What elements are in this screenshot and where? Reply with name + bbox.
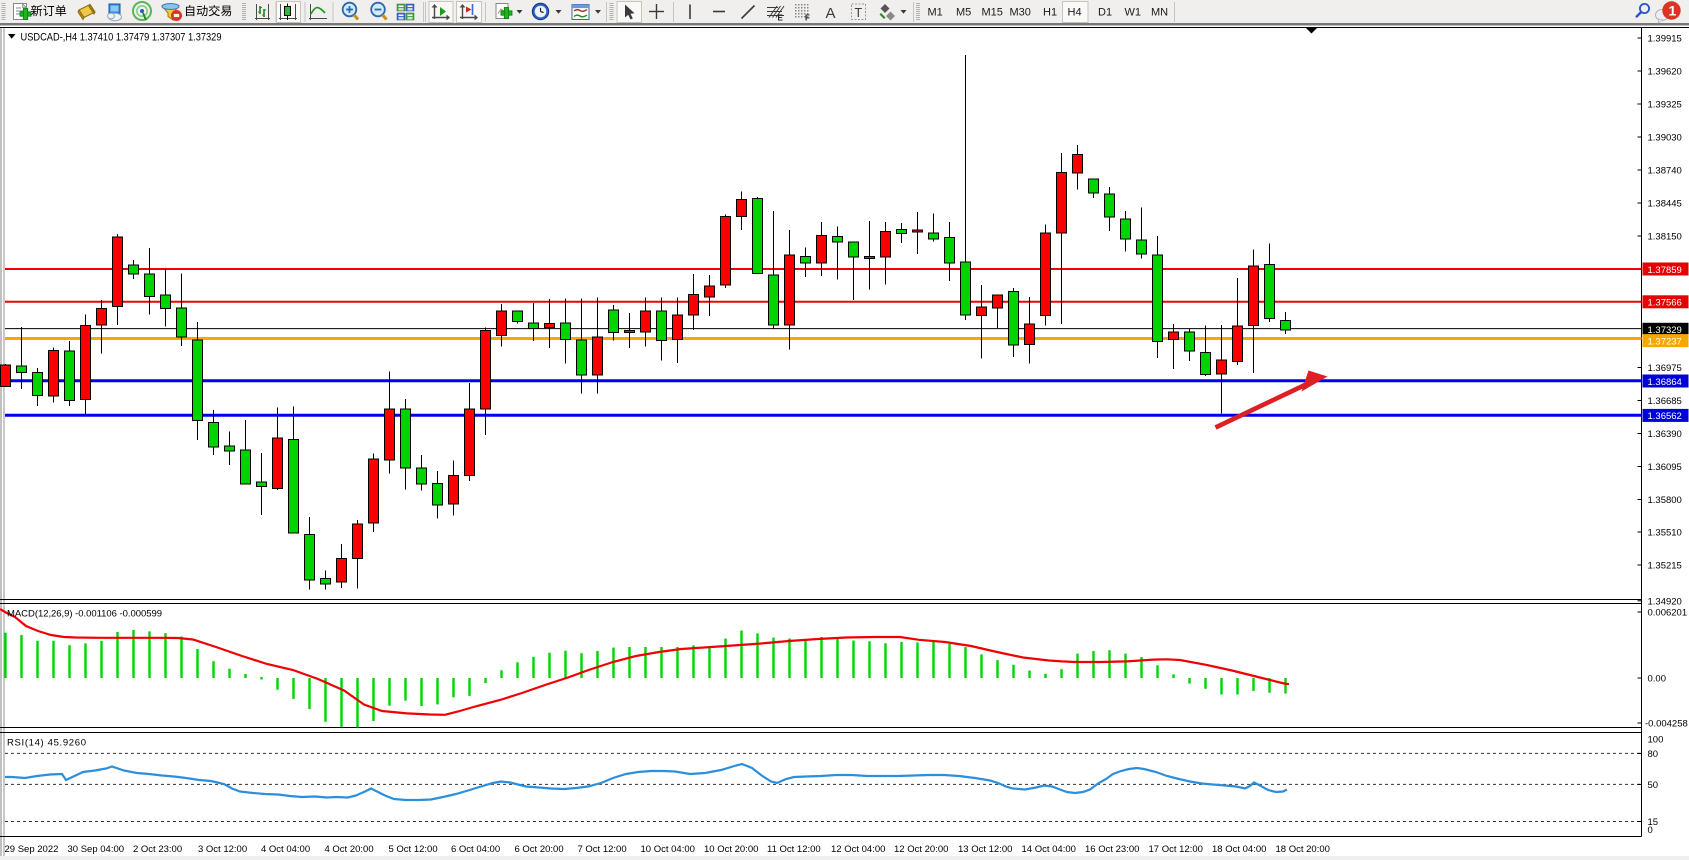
svg-text:T: T: [855, 6, 863, 20]
svg-text:3 Oct 12:00: 3 Oct 12:00: [198, 844, 247, 855]
svg-text:6 Oct 20:00: 6 Oct 20:00: [515, 844, 564, 855]
svg-text:1.36975: 1.36975: [1648, 363, 1682, 374]
svg-text:100: 100: [1648, 735, 1664, 746]
svg-text:30 Sep 04:00: 30 Sep 04:00: [68, 844, 125, 855]
svg-text:0.00: 0.00: [1648, 674, 1667, 685]
svg-text:-0.004258: -0.004258: [1645, 719, 1688, 730]
svg-text:RSI(14) 45.9260: RSI(14) 45.9260: [7, 738, 86, 749]
svg-text:USDCAD-,H4 1.37410 1.37479 1.: USDCAD-,H4 1.37410 1.37479 1.37307 1.373…: [21, 32, 222, 44]
svg-text:1: 1: [1669, 3, 1677, 19]
svg-text:MN: MN: [1151, 7, 1168, 19]
svg-text:29 Sep 2022: 29 Sep 2022: [5, 844, 59, 855]
svg-text:13 Oct 12:00: 13 Oct 12:00: [958, 844, 1012, 855]
svg-text:1.34920: 1.34920: [1648, 596, 1682, 607]
svg-text:M30: M30: [1010, 7, 1031, 19]
svg-text:A: A: [826, 5, 836, 22]
svg-text:1.39915: 1.39915: [1648, 34, 1682, 45]
svg-text:0: 0: [1648, 825, 1653, 836]
svg-text:2 Oct 23:00: 2 Oct 23:00: [133, 844, 182, 855]
svg-text:1.38740: 1.38740: [1648, 166, 1682, 177]
svg-text:12 Oct 20:00: 12 Oct 20:00: [894, 844, 948, 855]
svg-text:16 Oct 23:00: 16 Oct 23:00: [1085, 844, 1139, 855]
svg-text:M1: M1: [928, 7, 943, 19]
svg-text:12 Oct 04:00: 12 Oct 04:00: [831, 844, 885, 855]
svg-text:1.35510: 1.35510: [1648, 528, 1682, 539]
svg-text:MACD(12,26,9) -0.001106 -0.000: MACD(12,26,9) -0.001106 -0.000599: [7, 609, 162, 620]
svg-text:6 Oct 04:00: 6 Oct 04:00: [451, 844, 500, 855]
svg-text:11 Oct 12:00: 11 Oct 12:00: [767, 844, 821, 855]
svg-text:14 Oct 04:00: 14 Oct 04:00: [1022, 844, 1076, 855]
svg-text:4 Oct 04:00: 4 Oct 04:00: [261, 844, 310, 855]
svg-text:F: F: [805, 14, 810, 23]
svg-text:1.37329: 1.37329: [1648, 325, 1682, 336]
svg-text:17 Oct 12:00: 17 Oct 12:00: [1149, 844, 1203, 855]
svg-text:1.36390: 1.36390: [1648, 429, 1682, 440]
svg-text:1.38445: 1.38445: [1648, 199, 1682, 210]
svg-text:1.35215: 1.35215: [1648, 561, 1682, 572]
svg-text:7 Oct 12:00: 7 Oct 12:00: [578, 844, 627, 855]
svg-text:H4: H4: [1068, 7, 1082, 19]
svg-text:18 Oct 20:00: 18 Oct 20:00: [1276, 844, 1330, 855]
svg-text:1.39620: 1.39620: [1648, 67, 1682, 78]
svg-text:50: 50: [1648, 780, 1659, 791]
svg-text:1.36864: 1.36864: [1648, 377, 1682, 388]
svg-text:10 Oct 20:00: 10 Oct 20:00: [704, 844, 758, 855]
svg-text:1.39030: 1.39030: [1648, 133, 1682, 144]
svg-text:4 Oct 20:00: 4 Oct 20:00: [325, 844, 374, 855]
svg-text:1.37566: 1.37566: [1648, 298, 1682, 309]
svg-text:M15: M15: [982, 7, 1003, 19]
svg-text:1.36562: 1.36562: [1648, 411, 1682, 422]
svg-text:1.39325: 1.39325: [1648, 100, 1682, 111]
svg-text:1.36685: 1.36685: [1648, 396, 1682, 407]
svg-text:10 Oct 04:00: 10 Oct 04:00: [641, 844, 695, 855]
svg-text:D1: D1: [1098, 7, 1112, 19]
svg-text:1.38150: 1.38150: [1648, 232, 1682, 243]
svg-text:0.006201: 0.006201: [1648, 608, 1688, 619]
svg-text:80: 80: [1648, 749, 1659, 760]
svg-text:15: 15: [1648, 817, 1659, 828]
svg-text:1.35800: 1.35800: [1648, 495, 1682, 506]
svg-text:W1: W1: [1125, 7, 1142, 19]
svg-text:1.37859: 1.37859: [1648, 265, 1682, 276]
svg-text:E: E: [778, 14, 784, 23]
svg-text:M5: M5: [956, 7, 971, 19]
svg-text:1.36095: 1.36095: [1648, 462, 1682, 473]
svg-text:H1: H1: [1043, 7, 1057, 19]
svg-text:1.37237: 1.37237: [1648, 336, 1682, 347]
svg-text:5 Oct 12:00: 5 Oct 12:00: [389, 844, 438, 855]
svg-text:18 Oct 04:00: 18 Oct 04:00: [1212, 844, 1266, 855]
